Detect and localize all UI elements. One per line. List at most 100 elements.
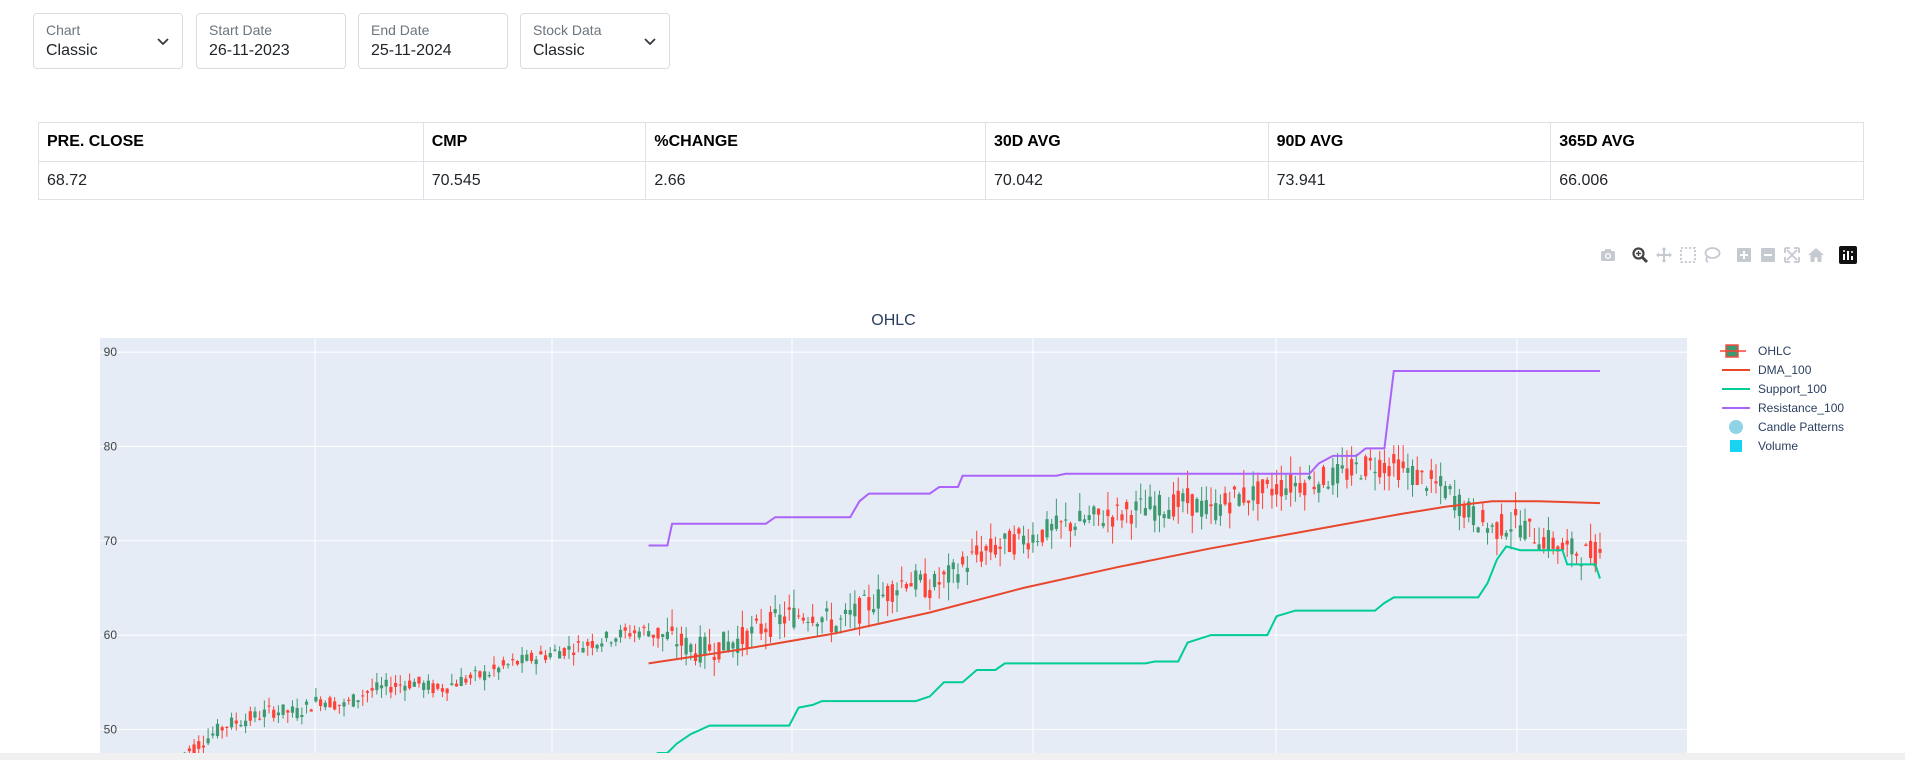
candle-body — [304, 701, 309, 705]
chart-type-label: Chart — [46, 22, 81, 38]
candle-body — [356, 700, 360, 703]
plotly-logo-icon[interactable] — [1838, 245, 1858, 265]
candle-body — [1471, 506, 1476, 526]
candle-body — [637, 631, 641, 638]
candle-body — [206, 738, 210, 744]
candle-body — [1232, 486, 1237, 490]
candle-body — [1542, 537, 1546, 549]
candle-body — [764, 628, 768, 633]
box-select-icon[interactable] — [1678, 245, 1698, 265]
candle-body — [675, 644, 679, 647]
candle-body — [792, 607, 796, 628]
end-date-field[interactable]: End Date 25-11-2024 — [358, 13, 508, 69]
candle-body — [1584, 544, 1588, 546]
candle-body — [1050, 523, 1054, 531]
candle-body — [665, 631, 669, 640]
zoom-icon[interactable] — [1630, 245, 1650, 265]
candle-body — [961, 556, 965, 565]
candle-body — [661, 634, 665, 637]
candle-body — [1368, 457, 1372, 461]
candle-body — [576, 641, 580, 643]
candle-body — [1378, 459, 1382, 478]
candle-body — [768, 611, 773, 637]
candle-body — [1382, 462, 1387, 474]
pan-icon[interactable] — [1654, 245, 1674, 265]
candle-body — [829, 619, 834, 633]
candle-body — [1476, 527, 1480, 533]
candle-body — [1162, 514, 1166, 519]
candle-body — [914, 570, 918, 590]
chart-type-select[interactable]: Chart Classic — [33, 13, 183, 69]
candle-body — [984, 546, 988, 551]
candle-body — [590, 641, 595, 648]
candle-body — [707, 644, 712, 651]
y-tick-label: 80 — [104, 439, 118, 453]
candle-body — [1289, 473, 1293, 493]
candle-body — [1532, 542, 1536, 544]
candle-body — [422, 682, 426, 691]
y-tick-label: 60 — [104, 628, 118, 642]
candle-body — [347, 699, 351, 701]
candle-body — [1242, 487, 1246, 503]
candle-body — [398, 684, 402, 686]
candle-body — [1200, 500, 1204, 517]
candle-body — [1111, 516, 1115, 527]
reset-axes-icon[interactable] — [1806, 245, 1826, 265]
candle-body — [1293, 482, 1297, 487]
candle-body — [1176, 490, 1180, 507]
zoom-out-icon[interactable] — [1758, 245, 1778, 265]
candle-body — [1265, 479, 1269, 484]
candle-body — [1003, 533, 1007, 539]
chevron-down-icon — [157, 38, 169, 46]
candle-body — [539, 651, 543, 655]
candle-body — [417, 676, 421, 684]
candle-body — [1546, 530, 1551, 550]
candle-body — [651, 634, 655, 638]
start-date-field[interactable]: Start Date 26-11-2023 — [196, 13, 346, 69]
candle-body — [1481, 509, 1485, 523]
candle-body — [1021, 535, 1026, 545]
candle-body — [928, 590, 932, 599]
candle-body — [1181, 493, 1185, 502]
candle-body — [1373, 471, 1377, 474]
lasso-icon[interactable] — [1702, 245, 1722, 265]
candle-body — [1101, 523, 1105, 527]
candle-body — [1359, 478, 1363, 480]
end-date-value: 25-11-2024 — [371, 42, 452, 59]
candle-body — [361, 695, 365, 697]
zoom-in-icon[interactable] — [1734, 245, 1754, 265]
candle-body — [450, 683, 454, 685]
candle-body — [197, 741, 201, 749]
candle-body — [722, 631, 726, 651]
candle-body — [309, 709, 313, 712]
stats-table: PRE. CLOSE CMP %CHANGE 30D AVG 90D AVG 3… — [38, 122, 1864, 200]
candle-body — [1228, 502, 1232, 514]
candle-body — [717, 642, 721, 660]
candle-body — [1195, 498, 1199, 513]
candle-body — [900, 580, 904, 582]
candle-body — [1387, 466, 1391, 477]
candle-body — [604, 631, 609, 639]
chart-type-value: Classic — [46, 42, 98, 59]
candle-body — [1157, 494, 1162, 516]
candle-body — [445, 688, 449, 694]
camera-icon[interactable] — [1598, 245, 1618, 265]
candle-body — [642, 626, 646, 629]
candle-body — [1082, 519, 1087, 523]
candle-body — [1570, 538, 1574, 555]
legend-volume-marker — [1730, 440, 1742, 452]
candle-body — [201, 745, 206, 748]
candle-body — [464, 678, 468, 683]
candle-body — [787, 607, 791, 610]
candle-body — [712, 656, 716, 661]
candle-body — [1396, 459, 1401, 481]
stock-data-select[interactable]: Stock Data Classic — [520, 13, 670, 69]
candle-body — [1129, 514, 1133, 524]
candle-body — [276, 712, 281, 716]
candle-body — [492, 664, 496, 670]
candle-body — [895, 590, 899, 596]
candle-body — [909, 583, 913, 587]
autoscale-icon[interactable] — [1782, 245, 1802, 265]
candle-body — [946, 565, 951, 583]
candle-body — [745, 630, 749, 650]
